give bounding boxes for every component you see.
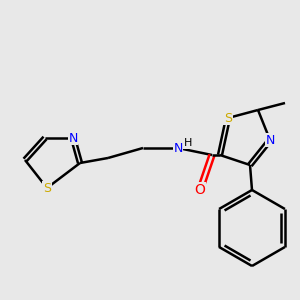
Text: N: N	[173, 142, 183, 154]
Text: O: O	[195, 183, 206, 197]
Text: S: S	[43, 182, 51, 194]
Text: S: S	[224, 112, 232, 124]
Text: H: H	[184, 138, 192, 148]
Text: N: N	[265, 134, 275, 146]
Text: N: N	[68, 131, 78, 145]
